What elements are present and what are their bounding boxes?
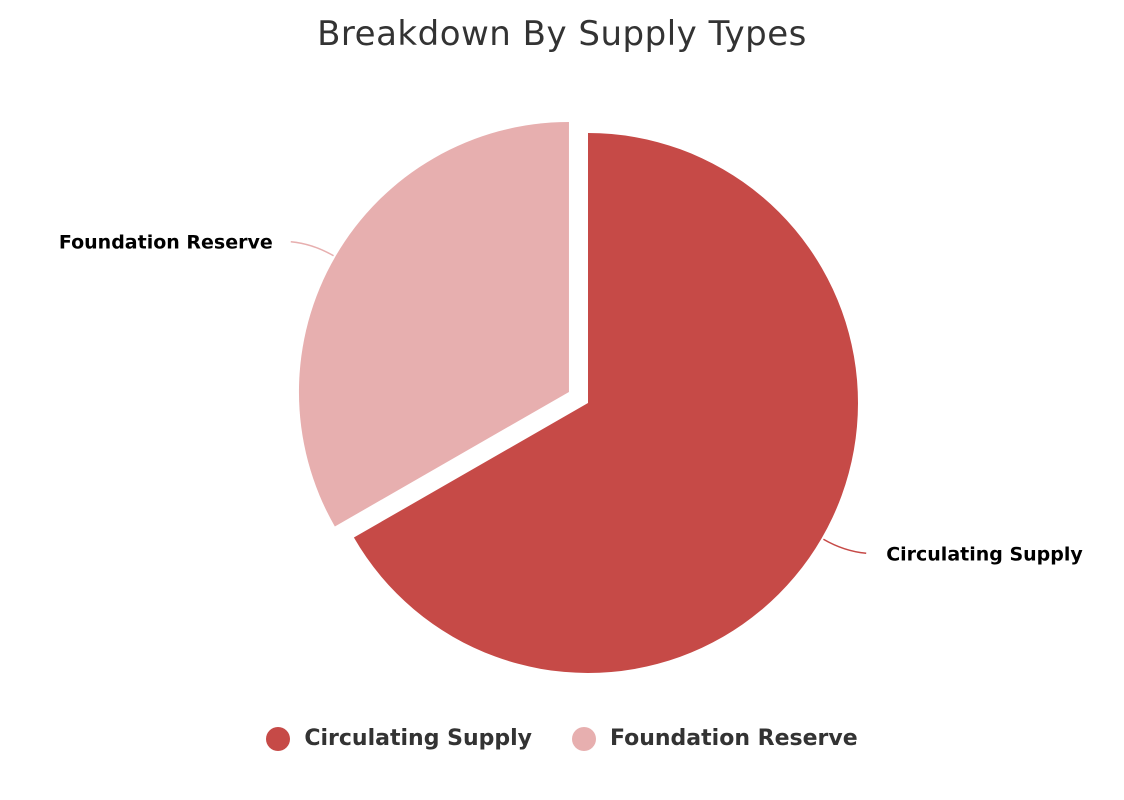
legend-item-circulating-supply[interactable]: Circulating Supply — [266, 726, 532, 751]
label-connector-circulating-supply — [823, 538, 867, 555]
chart-title: Breakdown By Supply Types — [317, 14, 807, 54]
pie-slice-foundation-reserve[interactable] — [298, 121, 569, 527]
label-connectors — [290, 240, 867, 555]
legend-swatch-foundation-reserve — [571, 726, 596, 751]
pie-slice-circulating-supply[interactable] — [353, 133, 858, 673]
legend-label-foundation-reserve: Foundation Reserve — [609, 726, 858, 751]
label-connector-foundation-reserve — [290, 240, 334, 257]
slice-label-circulating-supply: Circulating Supply — [886, 543, 1083, 565]
legend-swatch-circulating-supply — [266, 726, 291, 751]
slice-labels: Circulating Supply Foundation Reserve — [59, 232, 1084, 566]
pie-slices — [298, 121, 858, 673]
chart-legend: Circulating Supply Foundation Reserve — [0, 726, 1124, 751]
slice-label-foundation-reserve: Foundation Reserve — [59, 232, 273, 254]
legend-item-foundation-reserve[interactable]: Foundation Reserve — [571, 726, 858, 751]
legend-label-circulating-supply: Circulating Supply — [304, 726, 532, 751]
